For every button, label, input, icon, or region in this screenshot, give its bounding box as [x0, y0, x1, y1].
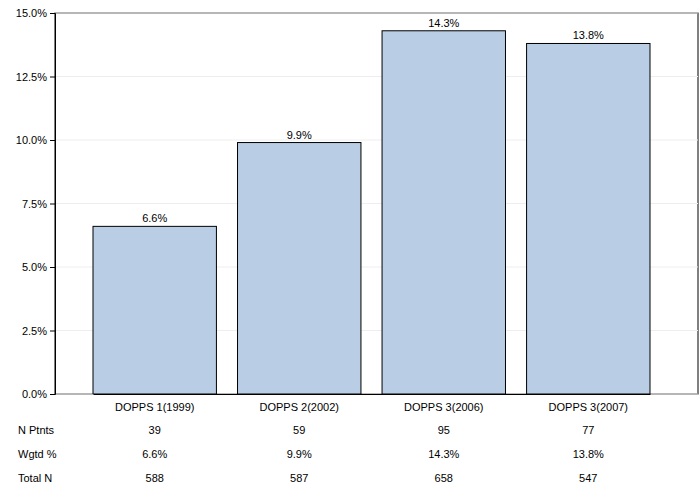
y-tick-mark — [50, 267, 55, 268]
table-cell: 77 — [582, 424, 594, 436]
y-tick-label: 0.0% — [22, 388, 47, 400]
x-tick-label: DOPPS 3(2006) — [404, 401, 483, 413]
table-cell: 95 — [438, 424, 450, 436]
table-cell: 14.3% — [428, 448, 459, 460]
y-tick-mark — [50, 140, 55, 141]
table-cell: 39 — [149, 424, 161, 436]
y-tick-label: 7.5% — [22, 198, 47, 210]
bar — [93, 226, 216, 394]
x-axis: DOPPS 1(1999) DOPPS 2(2002) DOPPS 3(2006) D… — [94, 394, 651, 413]
data-label: 6.6% — [142, 212, 167, 224]
bar — [382, 31, 505, 394]
table-cell: 9.9% — [287, 448, 312, 460]
y-tick: 7.5% — [22, 198, 55, 210]
grid — [55, 13, 698, 394]
x-tick-label: DOPPS 2(2002) — [259, 401, 338, 413]
table-row-label: Wgtd % — [18, 448, 57, 460]
y-tick: 15.0% — [16, 7, 55, 19]
y-axis-line — [50, 14, 56, 395]
y-tick-label: 12.5% — [16, 71, 47, 83]
y-tick-mark — [50, 204, 55, 205]
data-label: 9.9% — [287, 129, 312, 141]
x-tick: DOPPS 2(2002) — [259, 394, 338, 413]
table-cell: 587 — [290, 472, 308, 484]
y-tick-mark — [50, 13, 55, 14]
data-label: 13.8% — [573, 29, 604, 41]
x-axis-line — [94, 394, 651, 395]
data-label: 14.3% — [428, 17, 459, 29]
table: N Ptnts 39 59 95 77 Wgtd % 6.6% 9.9% 14.3% 13.8% T… — [18, 424, 604, 484]
x-tick: DOPPS 3(2006) — [404, 394, 483, 413]
table-cell: 13.8% — [573, 448, 604, 460]
y-tick-mark — [50, 77, 55, 78]
y-tick-mark — [50, 394, 55, 395]
bar — [527, 43, 650, 394]
y-tick-label: 5.0% — [22, 261, 47, 273]
plot-frame — [55, 13, 698, 394]
y-tick-label: 10.0% — [16, 134, 47, 146]
y-tick-mark — [50, 331, 55, 332]
table-cell: 59 — [293, 424, 305, 436]
y-tick: 12.5% — [16, 71, 55, 83]
data-labels: 6.6% 9.9% 14.3% 13.8% — [142, 17, 604, 225]
chart: 6.6% 9.9% 14.3% 13.8% 0.0% 2.5% 5.0% 7.5% 10.0% 1… — [0, 0, 700, 500]
x-tick-label: DOPPS 3(2007) — [549, 401, 628, 413]
x-tick-label: DOPPS 1(1999) — [115, 401, 194, 413]
table-row-label: Total N — [18, 472, 52, 484]
x-tick: DOPPS 1(1999) — [115, 394, 194, 413]
y-tick-label: 15.0% — [16, 7, 47, 19]
y-axis: 0.0% 2.5% 5.0% 7.5% 10.0% 12.5% 15.0% — [16, 7, 56, 400]
table-cell: 588 — [146, 472, 164, 484]
y-tick-label: 2.5% — [22, 325, 47, 337]
table-cell: 547 — [579, 472, 597, 484]
table-cell: 658 — [435, 472, 453, 484]
bar — [238, 143, 361, 394]
table-cell: 6.6% — [142, 448, 167, 460]
grid-line — [55, 13, 698, 14]
table-row-label: N Ptnts — [18, 424, 55, 436]
y-tick: 0.0% — [22, 388, 55, 400]
y-tick: 10.0% — [16, 134, 55, 146]
x-tick: DOPPS 3(2007) — [549, 394, 628, 413]
y-tick: 2.5% — [22, 325, 55, 337]
y-tick: 5.0% — [22, 261, 55, 273]
bars — [93, 31, 650, 394]
